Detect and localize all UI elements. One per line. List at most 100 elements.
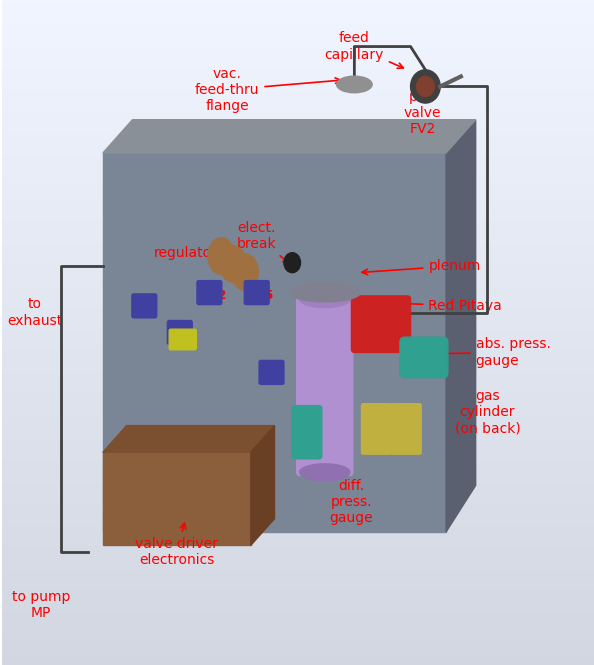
Bar xyxy=(2,76,594,80)
Bar xyxy=(2,93,594,96)
Bar xyxy=(2,43,594,47)
Bar xyxy=(2,213,594,216)
Bar xyxy=(2,472,594,475)
Ellipse shape xyxy=(220,246,247,283)
Bar xyxy=(2,216,594,219)
Text: diff.
press.
gauge: diff. press. gauge xyxy=(330,466,373,525)
Text: V6: V6 xyxy=(173,332,192,346)
Bar xyxy=(2,356,594,359)
FancyBboxPatch shape xyxy=(391,404,421,454)
Bar xyxy=(2,642,594,645)
Ellipse shape xyxy=(416,76,434,96)
Ellipse shape xyxy=(299,291,350,307)
Bar xyxy=(2,562,594,565)
Bar xyxy=(2,422,594,426)
Polygon shape xyxy=(251,426,274,545)
Bar xyxy=(2,316,594,319)
Bar xyxy=(2,303,594,306)
Bar xyxy=(2,549,594,552)
Bar xyxy=(2,655,594,658)
Bar xyxy=(2,80,594,83)
Bar xyxy=(2,206,594,209)
Bar xyxy=(2,628,594,632)
Text: to pump
MP: to pump MP xyxy=(11,590,70,620)
Bar xyxy=(2,296,594,299)
Ellipse shape xyxy=(289,283,361,302)
Bar xyxy=(2,133,594,136)
Bar xyxy=(2,399,594,402)
Bar xyxy=(2,462,594,465)
Bar xyxy=(2,416,594,419)
Bar xyxy=(2,475,594,479)
FancyBboxPatch shape xyxy=(362,404,391,454)
Bar xyxy=(2,143,594,146)
Bar xyxy=(2,552,594,555)
Bar xyxy=(2,522,594,525)
Bar xyxy=(2,13,594,17)
Bar xyxy=(2,10,594,13)
Text: puff
valve
FV2: puff valve FV2 xyxy=(404,78,441,136)
Bar xyxy=(2,595,594,599)
Text: valve driver
electronics: valve driver electronics xyxy=(135,523,218,567)
Bar xyxy=(2,509,594,512)
FancyBboxPatch shape xyxy=(296,296,353,475)
Bar xyxy=(2,273,594,276)
Bar xyxy=(2,652,594,655)
Bar xyxy=(2,409,594,412)
Text: regulator: regulator xyxy=(154,245,229,271)
Bar xyxy=(2,83,594,86)
Bar xyxy=(2,283,594,286)
Bar xyxy=(2,170,594,173)
Bar xyxy=(2,203,594,206)
Ellipse shape xyxy=(299,464,350,480)
Bar xyxy=(2,589,594,592)
Text: abs. press.
gauge: abs. press. gauge xyxy=(433,337,551,368)
Bar xyxy=(2,279,594,283)
Bar xyxy=(2,33,594,37)
Bar xyxy=(2,150,594,153)
Text: vac.
feed-thru
flange: vac. feed-thru flange xyxy=(195,66,341,113)
Bar xyxy=(2,289,594,293)
Bar xyxy=(2,346,594,349)
Bar xyxy=(2,429,594,432)
Bar xyxy=(2,50,594,53)
Bar xyxy=(2,658,594,662)
Bar xyxy=(2,219,594,223)
Bar xyxy=(2,612,594,615)
Bar xyxy=(2,323,594,326)
Bar xyxy=(2,146,594,150)
Bar xyxy=(2,582,594,585)
Bar xyxy=(2,419,594,422)
Bar xyxy=(2,86,594,90)
Bar xyxy=(2,193,594,196)
Polygon shape xyxy=(446,120,476,532)
Bar xyxy=(2,140,594,143)
FancyBboxPatch shape xyxy=(168,321,192,344)
Bar xyxy=(2,569,594,572)
Bar xyxy=(2,253,594,256)
Bar xyxy=(2,442,594,446)
Bar xyxy=(2,186,594,190)
Polygon shape xyxy=(103,426,274,452)
Bar xyxy=(2,106,594,110)
Text: Red Pitaya: Red Pitaya xyxy=(383,299,502,313)
Bar xyxy=(2,412,594,416)
Bar xyxy=(2,339,594,342)
Bar xyxy=(2,163,594,166)
Bar xyxy=(2,200,594,203)
Bar xyxy=(2,47,594,50)
Bar xyxy=(2,110,594,113)
Text: elect.
break: elect. break xyxy=(237,221,289,263)
Bar xyxy=(2,532,594,535)
Bar xyxy=(2,53,594,57)
Bar xyxy=(2,426,594,429)
Bar xyxy=(2,309,594,313)
FancyBboxPatch shape xyxy=(400,337,448,378)
Bar xyxy=(2,572,594,575)
Bar xyxy=(2,266,594,269)
Bar xyxy=(2,236,594,239)
Bar xyxy=(2,512,594,515)
Text: to
exhaust: to exhaust xyxy=(7,297,62,328)
Text: V4: V4 xyxy=(138,303,156,316)
Bar xyxy=(2,389,594,392)
